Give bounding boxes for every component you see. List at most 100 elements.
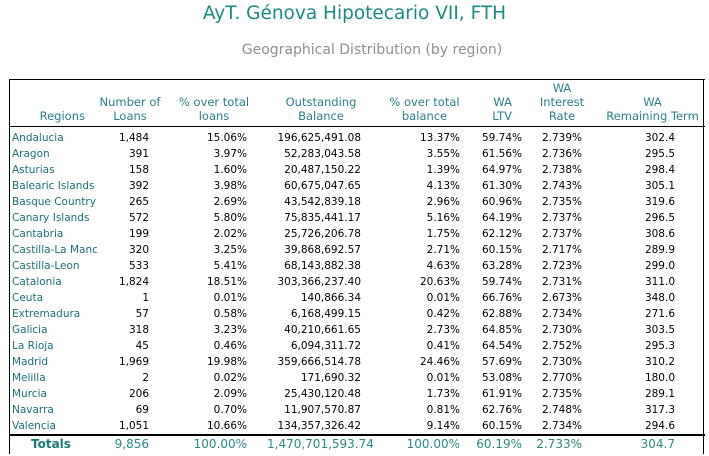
- number-of-loans-cell: 206: [128, 388, 149, 400]
- wa-ltv-cell: 60.96%: [481, 196, 522, 208]
- wa-remaining-term-cell: 271.6: [644, 308, 675, 320]
- wa-interest-rate-cell: 2.752%: [541, 340, 582, 352]
- pct-balance-cell: 0.01%: [426, 372, 460, 384]
- wa-interest-rate-cell: 2.735%: [541, 196, 582, 208]
- wa-remaining-term-cell: 311.0: [644, 276, 675, 288]
- outstanding-balance-cell: 303,366,237.40: [277, 276, 362, 288]
- pct-balance-cell: 4.13%: [426, 180, 460, 192]
- pct-loans-cell: 2.02%: [213, 228, 247, 240]
- number-of-loans-cell: 1,824: [118, 276, 149, 288]
- number-of-loans-cell: 265: [128, 196, 149, 208]
- table-row: Asturias 158 1.60% 20,487,150.22 1.39% 64.97%…: [9, 162, 705, 178]
- pct-balance-cell: 3.55%: [426, 148, 460, 160]
- outstanding-balance-cell: 25,726,206.78: [284, 228, 361, 240]
- wa-interest-rate-cell: 2.734%: [541, 308, 582, 320]
- wa-interest-rate-cell: 2.731%: [541, 276, 582, 288]
- wa-ltv-cell: 66.76%: [481, 292, 522, 304]
- wa-remaining-term-cell: 319.6: [644, 196, 675, 208]
- wa-ltv-cell: 61.30%: [481, 180, 522, 192]
- totals-wa-ltv: 60.19%: [476, 437, 522, 451]
- wa-interest-rate-cell: 2.735%: [541, 388, 582, 400]
- pct-loans-cell: 15.06%: [206, 132, 247, 144]
- pct-balance-cell: 0.81%: [426, 404, 460, 416]
- region-name-cell: Madrid: [12, 356, 49, 368]
- pct-balance-cell: 0.42%: [426, 308, 460, 320]
- wa-ltv-cell: 64.85%: [481, 324, 522, 336]
- region-name-cell: Balearic Islands: [12, 180, 95, 192]
- wa-interest-rate-cell: 2.734%: [541, 420, 582, 432]
- table-row: Extremadura 57 0.58% 6,168,499.15 0.42% 62.88…: [9, 306, 705, 322]
- region-name-cell: Melilla: [12, 372, 46, 384]
- pct-loans-cell: 3.23%: [213, 324, 247, 336]
- outstanding-balance-cell: 196,625,491.08: [277, 132, 362, 144]
- pct-balance-cell: 5.16%: [426, 212, 460, 224]
- region-name-cell: Ceuta: [12, 292, 43, 304]
- region-name-cell: La Rioja: [12, 340, 54, 352]
- outstanding-balance-cell: 39,868,692.57: [284, 244, 361, 256]
- pct-balance-cell: 1.39%: [426, 164, 460, 176]
- wa-remaining-term-cell: 298.4: [644, 164, 675, 176]
- table-body: Andalucia 1,484 15.06% 196,625,491.08 13.37%…: [9, 127, 705, 436]
- wa-ltv-cell: 61.91%: [481, 388, 522, 400]
- region-name-cell: Aragon: [12, 148, 50, 160]
- number-of-loans-cell: 1,051: [118, 420, 149, 432]
- wa-interest-rate-cell: 2.730%: [541, 356, 582, 368]
- region-name-cell: Extremadura: [12, 308, 81, 320]
- pct-loans-cell: 5.80%: [213, 212, 247, 224]
- outstanding-balance-cell: 140,866.34: [300, 292, 361, 304]
- wa-remaining-term-cell: 295.5: [644, 148, 675, 160]
- pct-balance-cell: 1.73%: [426, 388, 460, 400]
- wa-ltv-cell: 59.74%: [481, 132, 522, 144]
- report-subtitle: Geographical Distribution (by region): [241, 42, 503, 58]
- pct-balance-cell: 1.75%: [426, 228, 460, 240]
- number-of-loans-cell: 69: [135, 404, 149, 416]
- totals-pct-loans: 100.00%: [193, 437, 247, 451]
- wa-ltv-cell: 60.15%: [481, 420, 522, 432]
- table-row: Valencia 1,051 10.66% 134,357,326.42 9.14% 60…: [9, 418, 705, 435]
- wa-remaining-term-cell: 317.3: [644, 404, 675, 416]
- wa-ltv-cell: 60.15%: [481, 244, 522, 256]
- pct-balance-cell: 24.46%: [419, 356, 460, 368]
- number-of-loans-cell: 1,969: [118, 356, 149, 368]
- wa-remaining-term-cell: 308.6: [644, 228, 675, 240]
- outstanding-balance-cell: 6,168,499.15: [290, 308, 361, 320]
- wa-remaining-term-cell: 305.1: [644, 180, 675, 192]
- pct-balance-cell: 2.73%: [426, 324, 460, 336]
- wa-ltv-cell: 63.28%: [481, 260, 522, 272]
- wa-remaining-term-cell: 180.0: [644, 372, 675, 384]
- outstanding-balance-cell: 11,907,570.87: [284, 404, 361, 416]
- wa-remaining-term-cell: 302.4: [644, 132, 675, 144]
- wa-ltv-cell: 62.76%: [481, 404, 522, 416]
- table-row: Melilla 2 0.02% 171,690.32 0.01% 53.08% 2.770%…: [9, 370, 705, 386]
- pct-loans-cell: 2.69%: [213, 196, 247, 208]
- table-row: Andalucia 1,484 15.06% 196,625,491.08 13.37%…: [9, 127, 705, 147]
- column-header-pct-balance: % over total balance: [389, 95, 460, 123]
- number-of-loans-cell: 1,484: [118, 132, 149, 144]
- pct-loans-cell: 3.98%: [213, 180, 247, 192]
- region-name-cell: Castilla-La Manch: [12, 244, 97, 256]
- outstanding-balance-cell: 6,094,311.72: [290, 340, 361, 352]
- wa-remaining-term-cell: 310.2: [644, 356, 675, 368]
- pct-balance-cell: 9.14%: [426, 420, 460, 432]
- region-name-cell: Basque Country: [12, 196, 96, 208]
- wa-ltv-cell: 53.08%: [481, 372, 522, 384]
- pct-loans-cell: 10.66%: [206, 420, 247, 432]
- pct-loans-cell: 18.51%: [206, 276, 247, 288]
- table-row: Catalonia 1,824 18.51% 303,366,237.40 20.63%…: [9, 274, 705, 290]
- pct-balance-cell: 13.37%: [419, 132, 460, 144]
- column-header-number-of-loans: Number of Loans: [99, 95, 161, 123]
- wa-ltv-cell: 64.54%: [481, 340, 522, 352]
- totals-wa-interest-rate: 2.733%: [536, 437, 582, 451]
- wa-ltv-cell: 57.69%: [481, 356, 522, 368]
- column-header-wa-ltv: WA LTV: [492, 95, 512, 123]
- wa-remaining-term-cell: 299.0: [644, 260, 675, 272]
- pct-loans-cell: 0.58%: [213, 308, 247, 320]
- wa-interest-rate-cell: 2.737%: [541, 212, 582, 224]
- table-row: Cantabria 199 2.02% 25,726,206.78 1.75% 62.12…: [9, 226, 705, 242]
- number-of-loans-cell: 533: [128, 260, 149, 272]
- region-name-cell: Navarra: [12, 404, 54, 416]
- wa-interest-rate-cell: 2.717%: [541, 244, 582, 256]
- pct-loans-cell: 0.46%: [213, 340, 247, 352]
- region-name-cell: Galicia: [12, 324, 48, 336]
- table-row: Madrid 1,969 19.98% 359,666,514.78 24.46% 57.…: [9, 354, 705, 370]
